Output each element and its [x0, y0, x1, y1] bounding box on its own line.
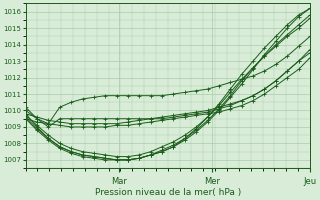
X-axis label: Pression niveau de la mer( hPa ): Pression niveau de la mer( hPa ) — [95, 188, 241, 197]
